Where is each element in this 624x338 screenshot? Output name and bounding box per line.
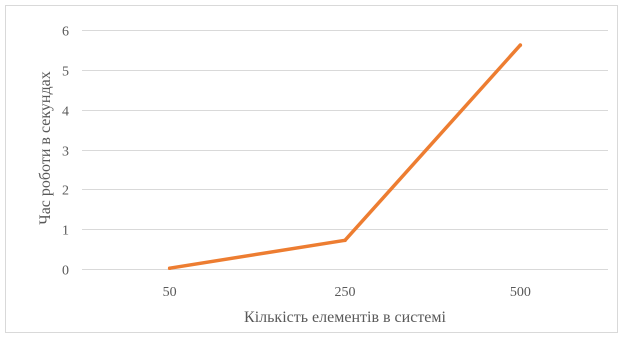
y-tick-label: 4: [62, 105, 69, 120]
x-tick-label: 50: [163, 285, 177, 300]
x-axis-title: Кількість елементів в системі: [244, 309, 447, 326]
data-point: [518, 43, 523, 47]
data-point: [167, 266, 172, 270]
y-tick-label: 0: [62, 264, 69, 279]
gridlines: [82, 30, 608, 270]
x-tick-labels: 50 250 500: [163, 285, 531, 300]
series-layer: [167, 43, 523, 270]
y-tick-label: 5: [62, 65, 69, 80]
y-tick-label: 3: [62, 145, 69, 160]
y-axis-title: Час роботи в секундах: [37, 71, 54, 224]
x-tick-label: 500: [510, 285, 531, 300]
y-tick-label: 2: [62, 184, 69, 199]
y-tick-labels: 0 1 2 3 4 5 6: [62, 25, 69, 279]
y-tick-label: 1: [62, 224, 69, 239]
y-tick-label: 6: [62, 25, 69, 40]
x-tick-label: 250: [335, 285, 356, 300]
data-point: [343, 238, 347, 243]
chart-border: [5, 5, 618, 333]
